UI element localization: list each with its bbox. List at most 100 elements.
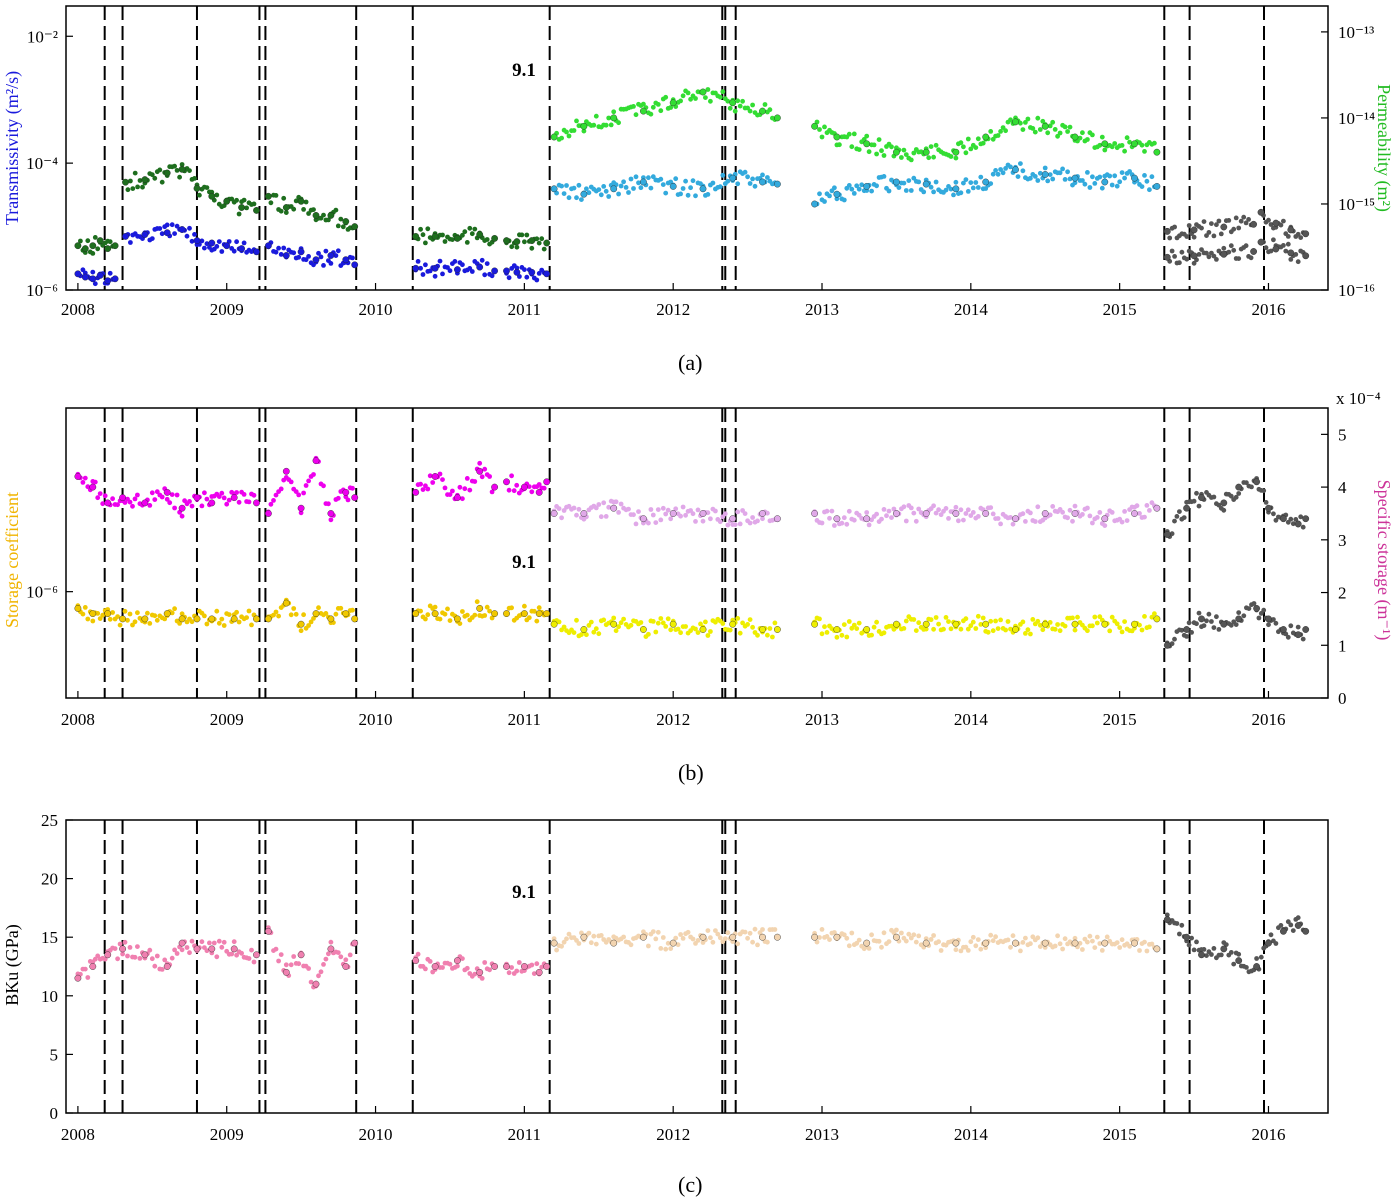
scatter-fill	[953, 179, 959, 185]
scatter-fill	[551, 936, 557, 941]
scatter-fill	[1196, 252, 1202, 257]
scatter-fill	[646, 631, 651, 637]
scatter-fill	[177, 174, 183, 180]
data-point	[521, 963, 528, 970]
scatter-fill	[92, 479, 98, 485]
scatter-fill	[333, 611, 339, 617]
data-point	[759, 510, 766, 517]
data-point	[342, 218, 350, 225]
scatter-fill	[611, 109, 617, 115]
scatter-fill	[1184, 256, 1190, 262]
x-tick-label: 2011	[508, 300, 541, 319]
scatter-fill	[122, 500, 128, 505]
data-point	[1131, 510, 1138, 517]
data-point	[141, 176, 149, 184]
scatter-fill	[668, 946, 674, 951]
data-point	[312, 256, 320, 264]
scatter-fill	[1189, 630, 1194, 635]
scatter-fill	[187, 168, 192, 174]
scatter-fill	[675, 942, 681, 948]
scatter-fill	[755, 942, 760, 948]
scatter-fill	[154, 617, 160, 623]
scatter-fill	[1228, 243, 1234, 249]
scatter-fill	[536, 605, 542, 611]
scatter-fill	[326, 951, 331, 957]
scatter-fill	[447, 268, 453, 274]
scatter-fill	[1149, 174, 1155, 180]
data-point	[1153, 148, 1161, 156]
scatter-fill	[834, 634, 840, 640]
scatter-fill	[316, 250, 321, 256]
scatter-fill	[1278, 222, 1284, 228]
panel-a: 2008 2009 2010 2011 2012 2013 2014 2015 201610⁻⁶…	[2, 5, 1394, 319]
scatter-fill	[1018, 161, 1023, 167]
data-point	[431, 264, 439, 272]
data-point	[1041, 171, 1049, 178]
data-point	[208, 192, 216, 200]
scatter-fill	[648, 111, 654, 117]
data-point	[1071, 939, 1079, 947]
scatter-fill	[415, 951, 421, 957]
scatter-fill	[1047, 512, 1053, 518]
scatter-fill	[621, 616, 626, 622]
scatter-fill	[78, 238, 83, 244]
scatter-fill	[1124, 518, 1130, 523]
scatter-fill	[278, 952, 284, 957]
scatter-fill	[737, 630, 743, 636]
scatter-fill	[482, 613, 488, 618]
scatter-fill	[559, 515, 564, 521]
data-point	[1253, 963, 1261, 970]
scatter-fill	[611, 615, 617, 621]
data-point	[1294, 922, 1302, 929]
scatter-fill	[1052, 126, 1058, 132]
scatter-fill	[1142, 514, 1147, 520]
scatter-fill	[911, 932, 917, 938]
scatter-fill	[908, 157, 914, 163]
scatter-fill	[1060, 509, 1065, 515]
scatter-fill	[564, 129, 569, 135]
scatter-fill	[958, 626, 964, 632]
scatter-fill	[1273, 941, 1279, 946]
data-point	[282, 467, 290, 475]
data-point	[431, 610, 439, 617]
scatter-fill	[152, 175, 158, 181]
scatter-fill	[1070, 615, 1075, 621]
scatter-fill	[1221, 507, 1227, 513]
scatter-fill	[1057, 941, 1063, 947]
scatter-fill	[993, 168, 998, 173]
scatter-fill	[760, 172, 765, 178]
data-point	[74, 974, 82, 982]
scatter-fill	[534, 618, 540, 624]
data-point	[863, 939, 871, 947]
data-point	[342, 610, 350, 617]
scatter-fill	[846, 943, 852, 949]
scatter-fill	[1204, 953, 1209, 958]
scatter-fill	[177, 621, 183, 626]
y-left-axis-label: Storage coefficient	[2, 492, 22, 628]
scatter-fill	[450, 488, 455, 494]
scatter-fill	[316, 605, 321, 611]
scatter-fill	[149, 172, 155, 178]
y-right-tick-label: 10⁻¹³	[1338, 23, 1374, 42]
scatter-fill	[474, 599, 480, 605]
scatter-fill	[204, 948, 210, 954]
scatter-fill	[268, 200, 274, 206]
data-point	[1153, 615, 1161, 623]
data-point	[74, 242, 82, 250]
scatter-fill	[1142, 173, 1147, 178]
scatter-fill	[1281, 243, 1286, 248]
scatter-fill	[1191, 234, 1197, 240]
scatter-fill	[234, 490, 240, 495]
scatter-fill	[566, 931, 572, 937]
scatter-fill	[1295, 231, 1301, 237]
scatter-fill	[903, 152, 909, 158]
data-point	[893, 178, 900, 186]
data-point	[453, 494, 461, 501]
scatter-fill	[1030, 125, 1036, 131]
scatter-fill	[1288, 922, 1294, 928]
scatter-fill	[869, 632, 874, 638]
scatter-fill	[931, 626, 936, 632]
scatter-fill	[221, 939, 227, 945]
scatter-fill	[911, 510, 917, 516]
x-tick-label: 2010	[359, 1125, 393, 1144]
